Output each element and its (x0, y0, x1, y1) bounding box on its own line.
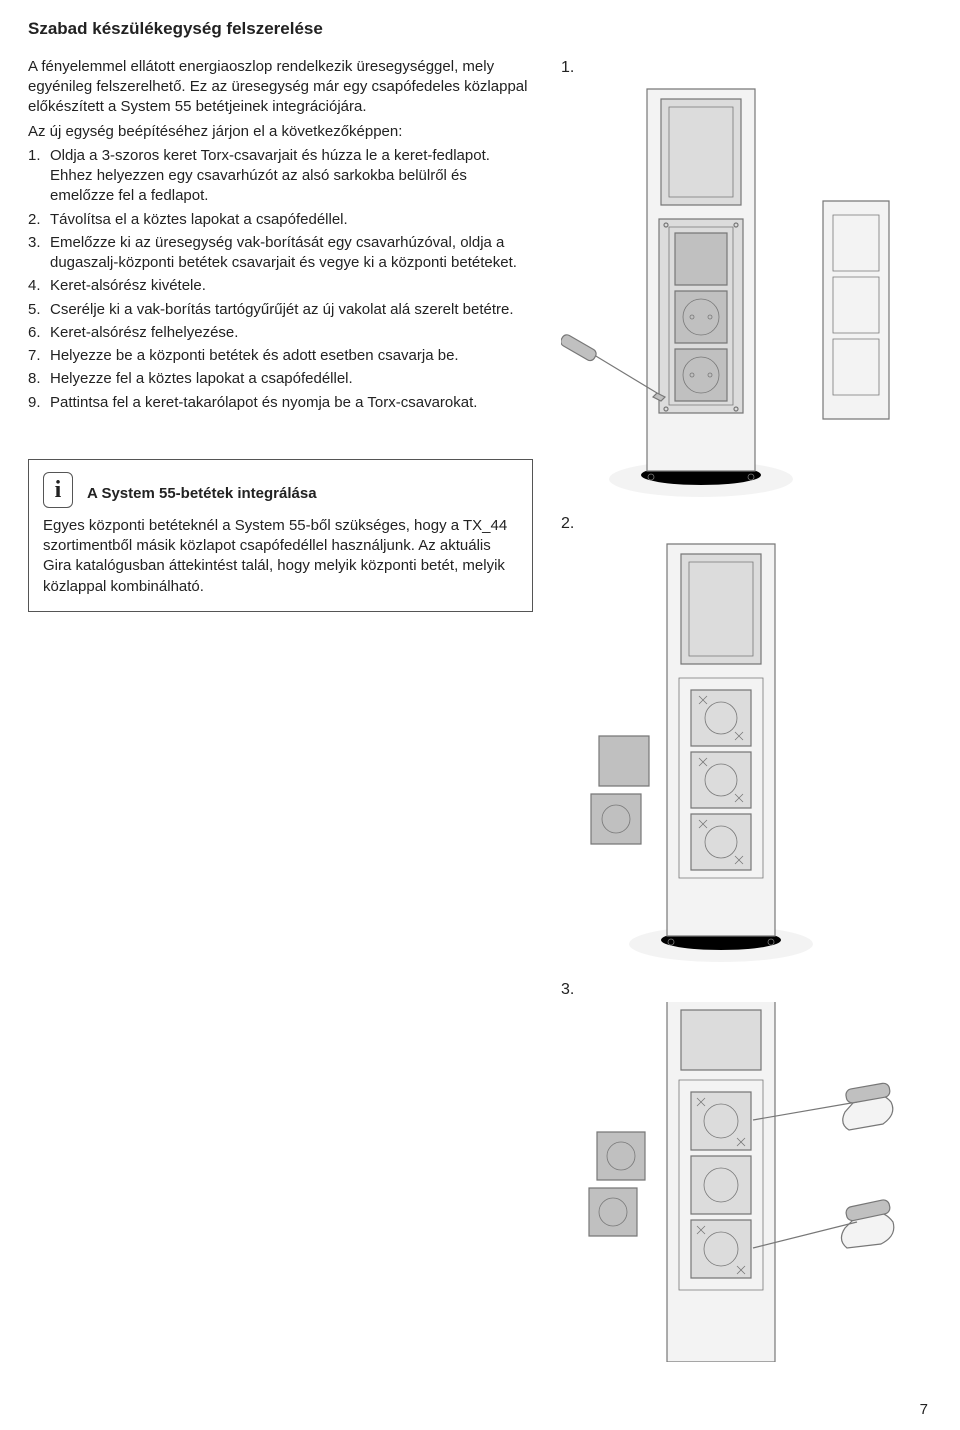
figure-2: 2. (561, 513, 932, 973)
figure-label: 3. (561, 979, 932, 1001)
info-body: Egyes központi betéteknél a System 55-bő… (43, 516, 518, 597)
intro-text: A fényelemmel ellátott energiaoszlop ren… (28, 57, 533, 118)
lead-sentence: Az új egység beépítéséhez járjon el a kö… (28, 122, 533, 142)
diagram-1 (561, 81, 921, 501)
page-number: 7 (920, 1400, 928, 1420)
step-item: Cserélje ki a vak-borítás tartógyűrűjét … (28, 300, 533, 320)
diagram-2 (561, 536, 921, 966)
figure-3: 3. (561, 979, 932, 1369)
figure-label: 2. (561, 513, 932, 535)
step-item: Keret-alsórész felhelyezése. (28, 323, 533, 343)
info-box: i A System 55-betétek integrálása Egyes … (28, 459, 533, 612)
figure-label: 1. (561, 57, 932, 79)
step-item: Emelőzze ki az üresegység vak-borítását … (28, 233, 533, 274)
section-title: Szabad készülékegység felszerelése (28, 18, 932, 41)
step-item: Oldja a 3-szoros keret Torx-csavarjait é… (28, 146, 533, 207)
diagram-3 (561, 1002, 921, 1362)
step-item: Pattintsa fel a keret-takarólapot és nyo… (28, 393, 533, 413)
text-column: A fényelemmel ellátott energiaoszlop ren… (28, 57, 533, 1375)
step-item: Helyezze fel a köztes lapokat a csapófed… (28, 369, 533, 389)
two-column-layout: A fényelemmel ellátott energiaoszlop ren… (28, 57, 932, 1375)
figure-1: 1. (561, 57, 932, 507)
figure-column: 1. (561, 57, 932, 1375)
step-item: Távolítsa el a köztes lapokat a csapófed… (28, 210, 533, 230)
step-item: Helyezze be a központi betétek és adott … (28, 346, 533, 366)
intro-paragraph: A fényelemmel ellátott energiaoszlop ren… (28, 57, 533, 118)
info-title: A System 55-betétek integrálása (87, 484, 317, 508)
step-item: Keret-alsórész kivétele. (28, 276, 533, 296)
numbered-steps: Oldja a 3-szoros keret Torx-csavarjait é… (28, 146, 533, 413)
info-icon: i (43, 472, 73, 508)
